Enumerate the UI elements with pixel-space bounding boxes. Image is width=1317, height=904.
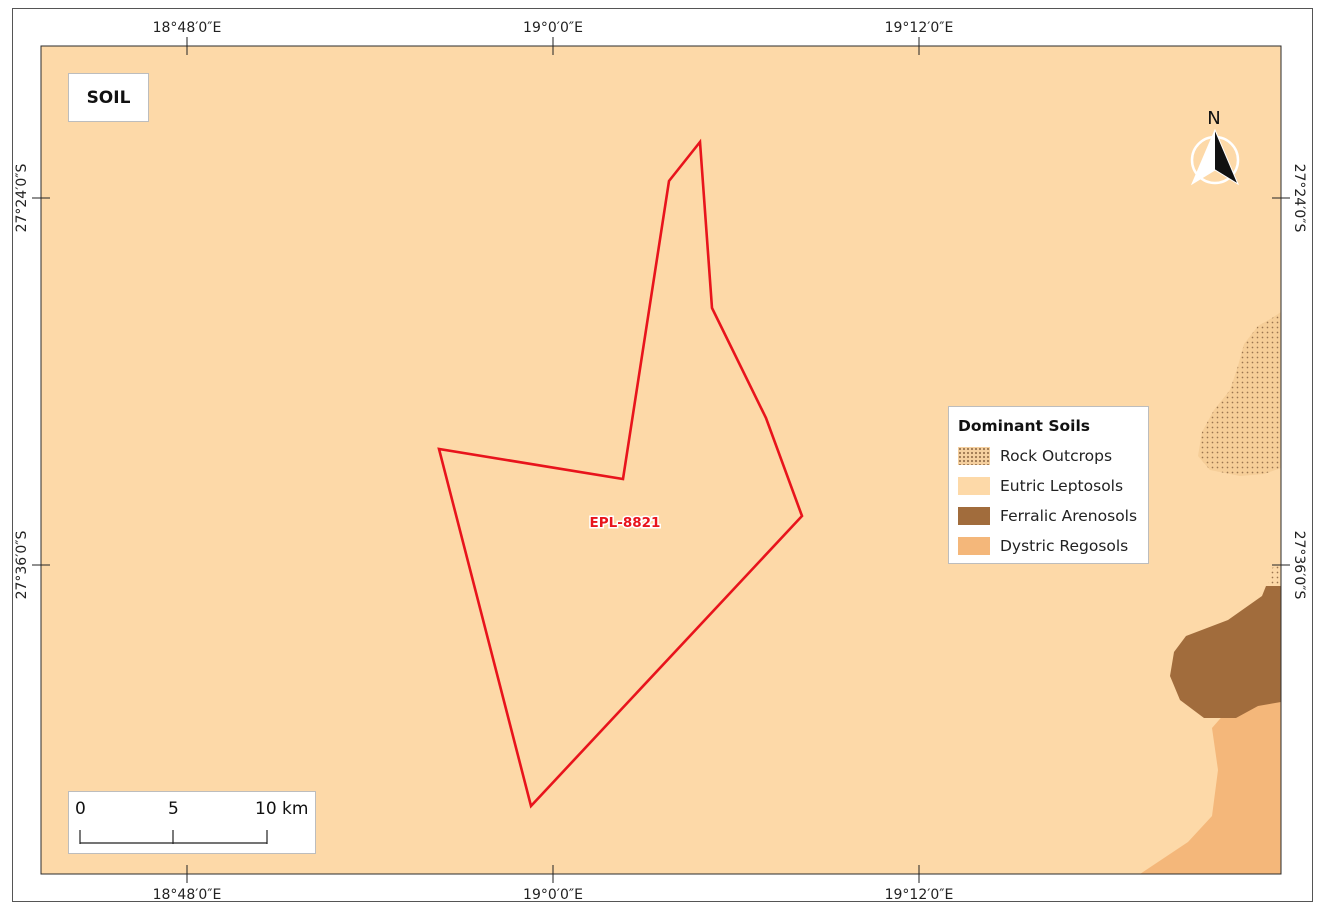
legend-swatch-eutric-leptosols bbox=[958, 477, 990, 495]
north-label: N bbox=[1207, 108, 1220, 129]
graticule-label-right-2: 27°36′0″S bbox=[1291, 531, 1307, 600]
map-outer-frame bbox=[12, 8, 1313, 902]
legend-item-ferralic-arenosols: Ferralic Arenosols bbox=[958, 501, 1148, 531]
scale-bar: 0 5 10 km bbox=[68, 791, 316, 854]
legend-swatch-dystric-regosols bbox=[958, 537, 990, 555]
ferralic-arenosols-area bbox=[1170, 586, 1281, 718]
scale-label-10: 10 km bbox=[255, 799, 309, 819]
graticule-label-right-1: 27°24′0″S bbox=[1291, 164, 1307, 233]
legend-item-eutric-leptosols: Eutric Leptosols bbox=[958, 471, 1148, 501]
legend-label-dystric-regosols: Dystric Regosols bbox=[1000, 537, 1129, 555]
scale-label-0: 0 bbox=[75, 799, 86, 819]
legend-title: Dominant Soils bbox=[958, 417, 1090, 435]
graticule-label-bottom-2: 19°0′0″E bbox=[523, 887, 583, 903]
map-title: SOIL bbox=[86, 87, 131, 108]
map-title-box: SOIL bbox=[68, 73, 149, 122]
legend-item-dystric-regosols: Dystric Regosols bbox=[958, 531, 1148, 561]
epl-boundary[interactable] bbox=[437, 138, 804, 809]
north-arrow-icon bbox=[1190, 128, 1240, 186]
graticule-label-top-1: 18°48′0″E bbox=[153, 20, 222, 36]
scale-bar-graphic bbox=[79, 830, 268, 844]
map-frame bbox=[40, 45, 1282, 875]
epl-label: EPL-8821 bbox=[590, 515, 661, 531]
legend-item-rock-outcrops: Rock Outcrops bbox=[958, 441, 1148, 471]
graticule-label-top-3: 19°12′0″E bbox=[885, 20, 954, 36]
legend-label-rock-outcrops: Rock Outcrops bbox=[1000, 447, 1113, 465]
legend: Dominant Soils Rock Outcrops Eutric Lept… bbox=[948, 406, 1149, 564]
legend-swatch-ferralic-arenosols bbox=[958, 507, 990, 525]
rock-outcrops-small-area bbox=[1268, 562, 1281, 586]
legend-label-eutric-leptosols: Eutric Leptosols bbox=[1000, 477, 1124, 495]
legend-label-ferralic-arenosols: Ferralic Arenosols bbox=[1000, 507, 1138, 525]
scale-label-5: 5 bbox=[168, 799, 179, 819]
graticule-label-left-1: 27°24′0″S bbox=[14, 163, 30, 232]
graticule-ticks bbox=[32, 37, 1290, 883]
dystric-regosols-area bbox=[1140, 690, 1281, 874]
graticule-label-bottom-1: 18°48′0″E bbox=[153, 887, 222, 903]
legend-swatch-rock-outcrops bbox=[958, 447, 990, 465]
graticule-label-left-2: 27°36′0″S bbox=[14, 530, 30, 599]
graticule-label-top-2: 19°0′0″E bbox=[523, 20, 583, 36]
graticule-label-bottom-3: 19°12′0″E bbox=[885, 887, 954, 903]
